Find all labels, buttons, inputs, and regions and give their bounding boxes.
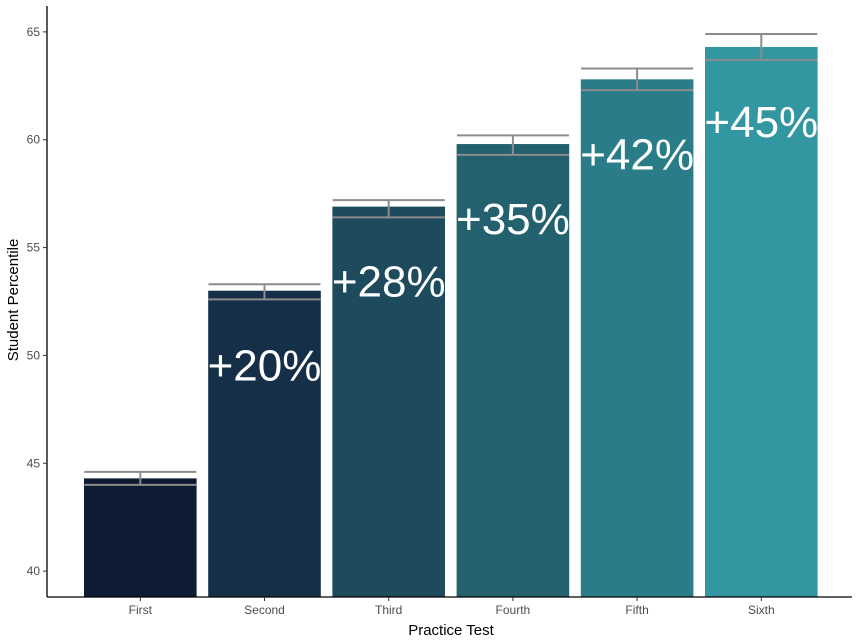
error-bars-group (84, 33, 818, 486)
x-tick-label: Second (244, 603, 285, 617)
y-tick-label: 50 (27, 348, 41, 362)
bar-fifth (580, 79, 694, 598)
y-axis-title: Student Percentile (5, 239, 22, 362)
data-label-fifth: +42% (580, 130, 694, 179)
bar-third (332, 206, 445, 597)
x-tick-label: Fourth (496, 603, 531, 617)
data-label-third: +28% (332, 258, 446, 307)
y-tick-label: 40 (27, 564, 41, 578)
bar-sixth (705, 46, 818, 597)
bars-group (84, 46, 818, 598)
x-axis-title: Practice Test (408, 622, 494, 639)
data-label-sixth: +45% (704, 98, 818, 147)
y-tick-label: 65 (27, 25, 41, 39)
data-labels-group: +20%+28%+35%+42%+45% (208, 98, 819, 391)
x-tick-label: Fifth (625, 603, 648, 617)
bar-second (208, 290, 321, 597)
y-ticks-group: 40 45 50 55 60 65 (27, 25, 47, 578)
y-tick-label: 45 (27, 456, 41, 470)
x-tick-label: Third (375, 603, 402, 617)
x-ticks-group: First Second Third Fourth Fifth Sixth (129, 597, 775, 617)
x-tick-label: First (129, 603, 153, 617)
x-tick-label: Sixth (748, 603, 775, 617)
data-label-fourth: +35% (456, 195, 570, 244)
y-tick-label: 55 (27, 241, 41, 255)
y-tick-label: 60 (27, 133, 41, 147)
data-label-second: +20% (208, 342, 322, 391)
bar-fourth (456, 144, 570, 597)
bar-first (84, 478, 197, 597)
